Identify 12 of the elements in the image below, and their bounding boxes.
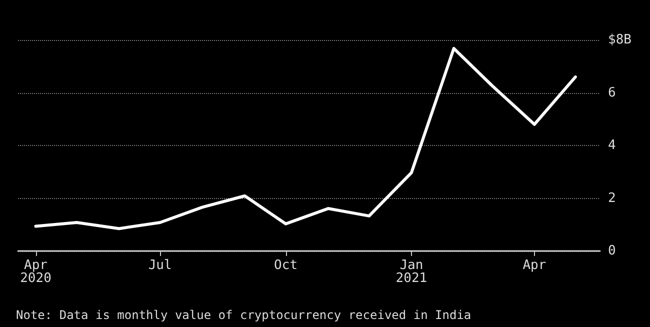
- y-tick-label: 0: [608, 244, 616, 258]
- y-tick-label: 4: [608, 138, 616, 153]
- y-tick-label: $8B: [608, 32, 632, 48]
- x-tick-label: Apr: [522, 258, 546, 273]
- x-tick-label: Apr 2020: [20, 258, 52, 286]
- text: Note: Data is monthly value of cryptocurrency received in India: [16, 308, 472, 322]
- line-series: [34, 46, 577, 230]
- x-tick-label: Jan 2021: [396, 258, 428, 286]
- x-tick-label: Oct: [274, 258, 298, 273]
- y-tick-label: 2: [608, 190, 616, 206]
- x-tick-label: Jul: [148, 258, 172, 273]
- y-tick-label: 6: [608, 85, 616, 100]
